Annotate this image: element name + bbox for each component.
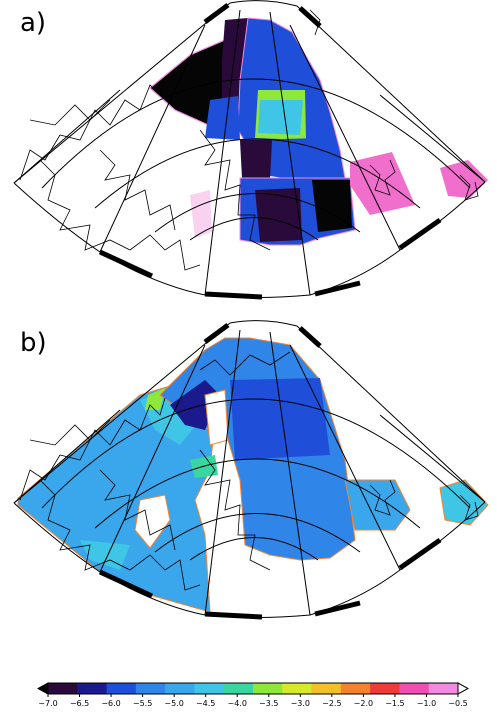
colorbar-under-arrow <box>36 682 49 695</box>
colorbar-tick-label: −1.5 <box>385 699 404 708</box>
colorbar-tick-label: −5.0 <box>164 699 183 708</box>
colorbar-over-arrow <box>457 682 470 695</box>
panel-b-label: b) <box>20 328 47 358</box>
colorbar-segment <box>428 683 459 694</box>
field-b-cyan-low <box>80 540 130 570</box>
colorbar-tick-label: −4.5 <box>196 699 215 708</box>
field-a-cyan <box>258 100 303 135</box>
colorbar-segment <box>165 683 195 694</box>
colorbar-tick-label: −7.0 <box>38 699 57 708</box>
field-a-black-bottom <box>312 180 352 232</box>
map-panel-a <box>13 0 488 300</box>
colorbar-segment <box>282 683 313 694</box>
map-panel-b <box>13 320 489 620</box>
colorbar-tick-label: −6.0 <box>101 699 120 708</box>
colorbar-segment <box>194 683 225 694</box>
field-b-blue-band <box>230 378 330 460</box>
colorbar-tick-label: −4.0 <box>228 699 247 708</box>
field-a-blue-left <box>205 96 240 140</box>
frame-bars-a <box>98 2 442 300</box>
colorbar-segment <box>106 683 137 694</box>
field-a-purple-bottom <box>255 188 302 242</box>
field-a-lightpink <box>190 190 212 238</box>
colorbar: −7.0 −6.5 −6.0 −5.5 −5.0 −4.5 −4.0 −3.5 −3.0 −2.5… <box>36 682 470 708</box>
coastlines-b <box>19 351 479 591</box>
colorbar-frame <box>47 682 459 695</box>
colorbar-segment <box>77 683 108 694</box>
colorbar-tick-label: −3.5 <box>259 699 278 708</box>
colorbar-tick-label: −5.5 <box>133 699 152 708</box>
hole-b-1 <box>134 494 171 549</box>
panel-a-label: a) <box>20 8 47 38</box>
colorbar-segment <box>399 683 430 694</box>
colorbar-segment <box>253 683 283 694</box>
colorbar-tick-label: −2.0 <box>354 699 373 708</box>
colorbar-tick-label: −2.5 <box>322 699 341 708</box>
field-a-purple-low <box>240 140 272 180</box>
colorbar-tick-label: −1.0 <box>417 699 436 708</box>
colorbar-segment <box>370 683 400 694</box>
colorbar-segment <box>223 683 254 694</box>
colorbar-segment <box>135 683 166 694</box>
colorbar-tick-label: −6.5 <box>70 699 89 708</box>
frame-bars-b <box>98 322 442 620</box>
colorbar-segment <box>48 683 78 694</box>
colorbar-segment <box>311 683 342 694</box>
colorbar-tick-label: −0.5 <box>448 699 467 708</box>
colorbar-tick-label: −3.0 <box>291 699 310 708</box>
field-a-pink-right <box>350 152 415 215</box>
colorbar-segment <box>340 683 371 694</box>
